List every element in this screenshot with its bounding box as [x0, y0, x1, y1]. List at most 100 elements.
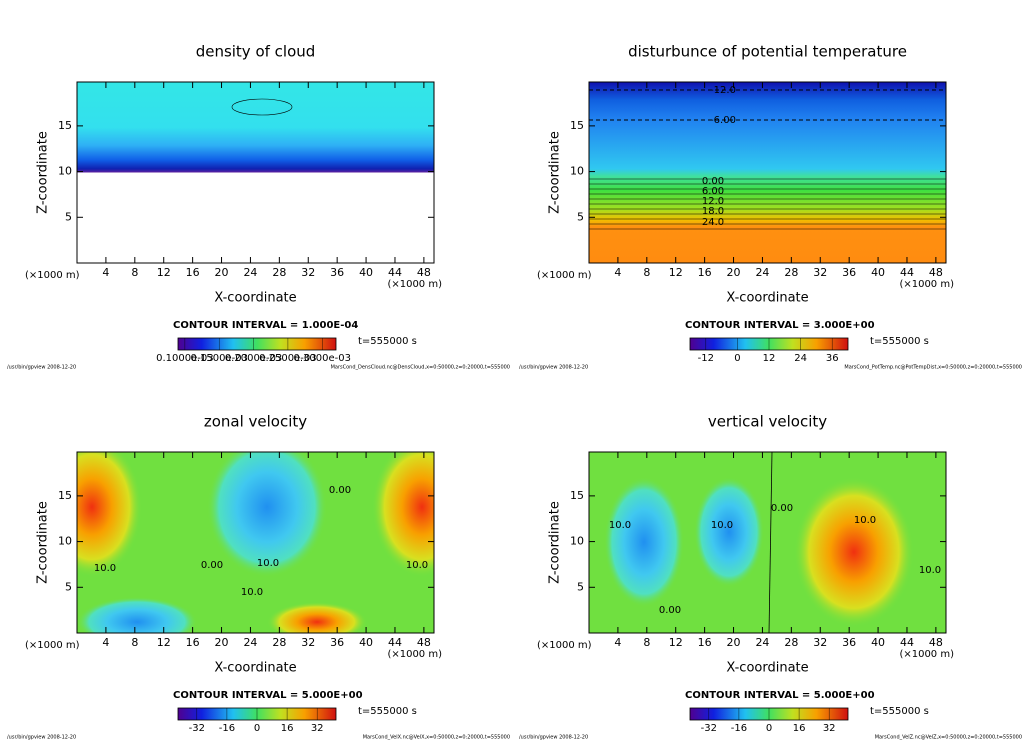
x-tick-label: 8: [643, 636, 650, 649]
colorbar-tick-label: 32: [311, 723, 324, 734]
colorbar-tick-label: 36: [826, 353, 839, 364]
x-tick-label: 44: [900, 636, 914, 649]
contour-label: -12.0: [710, 85, 736, 96]
colorbar-tick-label: 0: [254, 723, 260, 734]
contour-label: 6.00: [702, 186, 724, 197]
x-unit: (×1000 m): [899, 279, 954, 290]
footer-right: MarsCond_DensCloud.nc@DensCloud,x=0:5000…: [331, 365, 510, 371]
x-tick-label: 4: [102, 266, 109, 279]
x-tick-label: 16: [186, 636, 200, 649]
colorbar-tick-label: -16: [731, 723, 747, 734]
time-label: t=555000 s: [870, 706, 929, 717]
colorbar-tick-label: 0.2500e-03: [259, 353, 316, 364]
colorbar-tick-label: 16: [793, 723, 806, 734]
field: [267, 602, 367, 633]
x-tick-label: 44: [388, 636, 402, 649]
contour-line: [231, 98, 293, 116]
x-tick-label: 32: [301, 636, 315, 649]
y-tick-label: 10: [58, 535, 72, 548]
x-tick-label: 8: [643, 266, 650, 279]
y-tick-label: 5: [577, 210, 584, 223]
x-tick-label: 36: [842, 636, 856, 649]
y-tick-label: 5: [65, 210, 72, 223]
y-tick-label: 5: [577, 580, 584, 593]
y-tick-label: 10: [570, 165, 584, 178]
x-tick-label: 12: [157, 636, 171, 649]
contour-label: 10.0: [406, 560, 428, 571]
y-tick-label: 15: [58, 119, 72, 132]
contour-label: 10.0: [241, 587, 263, 598]
contour-label: 10.0: [919, 565, 941, 576]
x-tick-label: 28: [784, 266, 798, 279]
x-tick-label: 48: [417, 636, 431, 649]
colorbar-tick-label: -12: [698, 353, 714, 364]
contour-label: 10.0: [854, 515, 876, 526]
contour-label: 0.00: [702, 176, 724, 187]
x-tick-label: 16: [698, 636, 712, 649]
x-tick-label: 28: [784, 636, 798, 649]
footer-left: /usr/bin/gpview 2008-12-20: [7, 365, 76, 371]
x-tick-label: 24: [755, 266, 769, 279]
plot-area: [77, 452, 434, 633]
x-tick-label: 20: [727, 636, 741, 649]
footer-right: MarsCond_VelZ.nc@VelZ,x=0:50000,z=0:2000…: [875, 735, 1022, 740]
colorbar-tick-label: 16: [281, 723, 294, 734]
time-label: t=555000 s: [358, 706, 417, 717]
x-tick-label: 40: [871, 266, 885, 279]
x-tick-label: 48: [417, 266, 431, 279]
x-axis-label: X-coordinate: [726, 291, 808, 306]
x-tick-label: 12: [669, 266, 683, 279]
field: [589, 82, 946, 263]
plot-frame: [588, 451, 947, 634]
x-tick-label: 32: [301, 266, 315, 279]
colorbar-tick-label: 0: [734, 353, 740, 364]
plot-frame: [588, 81, 947, 264]
x-tick-label: 48: [929, 636, 943, 649]
x-tick-label: 12: [157, 266, 171, 279]
x-tick-label: 8: [131, 266, 138, 279]
x-axis-label: X-coordinate: [726, 661, 808, 676]
y-tick-label: 5: [65, 580, 72, 593]
field: [694, 477, 764, 587]
x-tick-label: 4: [614, 636, 621, 649]
y-unit: (×1000 m): [25, 640, 80, 651]
x-axis-label: X-coordinate: [214, 291, 296, 306]
x-tick-label: 24: [243, 636, 257, 649]
field: [207, 452, 327, 577]
plot-area: [589, 452, 946, 633]
colorbar-tick-label: -32: [701, 723, 717, 734]
contour-interval: CONTOUR INTERVAL = 5.000E+00: [685, 690, 875, 701]
field: [604, 477, 684, 607]
contour-interval: CONTOUR INTERVAL = 3.000E+00: [685, 320, 875, 331]
plot-area: [77, 82, 434, 263]
footer-right: MarsCond_VelX.nc@VelX,x=0:50000,z=0:2000…: [363, 735, 510, 740]
contour-label: 0.00: [771, 503, 793, 514]
colorbar-tick-label: -32: [189, 723, 205, 734]
footer-left: /usr/bin/gpview 2008-12-20: [7, 735, 76, 740]
y-axis-label: Z-coordinate: [548, 501, 563, 584]
contour-label: 10.0: [609, 520, 631, 531]
colorbar: [177, 337, 337, 351]
contour-label: 0.00: [659, 605, 681, 616]
x-tick-label: 12: [669, 636, 683, 649]
y-axis-label: Z-coordinate: [36, 131, 51, 214]
x-tick-label: 28: [272, 266, 286, 279]
x-tick-label: 40: [871, 636, 885, 649]
contour-label: 10.0: [711, 520, 733, 531]
colorbar-tick-label: 0.1000e-03: [156, 353, 213, 364]
colorbar-tick-label: 0.2000e-03: [225, 353, 282, 364]
x-tick-label: 8: [131, 636, 138, 649]
x-tick-label: 28: [272, 636, 286, 649]
chart-title: disturbunce of potential temperature: [628, 43, 907, 61]
y-unit: (×1000 m): [25, 270, 80, 281]
y-axis-label: Z-coordinate: [548, 131, 563, 214]
x-tick-label: 32: [813, 266, 827, 279]
x-tick-label: 44: [900, 266, 914, 279]
x-tick-label: 24: [755, 636, 769, 649]
colorbar-tick-label: -16: [219, 723, 235, 734]
y-tick-label: 15: [58, 489, 72, 502]
colorbar-tick-label: 0.1500e-03: [190, 353, 247, 364]
colorbar-tick-label: 0: [766, 723, 772, 734]
x-tick-label: 40: [359, 266, 373, 279]
